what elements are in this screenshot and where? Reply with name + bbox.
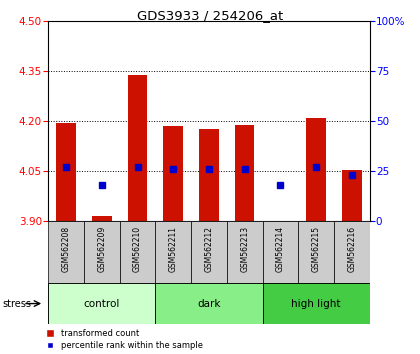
Text: GSM562214: GSM562214 [276, 226, 285, 272]
Text: GSM562208: GSM562208 [62, 226, 71, 272]
FancyBboxPatch shape [334, 221, 370, 283]
FancyBboxPatch shape [48, 283, 155, 324]
Bar [163, 126, 183, 221]
Text: GSM562211: GSM562211 [169, 226, 178, 272]
FancyBboxPatch shape [84, 221, 120, 283]
FancyBboxPatch shape [227, 221, 262, 283]
Text: GSM562210: GSM562210 [133, 226, 142, 272]
Bar [128, 75, 147, 221]
FancyBboxPatch shape [48, 221, 84, 283]
FancyBboxPatch shape [262, 221, 298, 283]
Text: high light: high light [291, 298, 341, 309]
FancyBboxPatch shape [155, 221, 191, 283]
Text: control: control [84, 298, 120, 309]
Text: GDS3933 / 254206_at: GDS3933 / 254206_at [137, 9, 283, 22]
Text: GSM562216: GSM562216 [347, 226, 356, 272]
Bar [56, 123, 76, 221]
Text: GSM562209: GSM562209 [97, 226, 106, 273]
FancyBboxPatch shape [191, 221, 227, 283]
Bar [92, 216, 112, 221]
Bar [306, 118, 326, 221]
Text: GSM562213: GSM562213 [240, 226, 249, 272]
Text: GSM562212: GSM562212 [205, 226, 213, 272]
Text: stress: stress [2, 298, 31, 309]
Bar [235, 125, 255, 221]
FancyBboxPatch shape [155, 283, 262, 324]
Bar [342, 170, 362, 221]
Text: GSM562215: GSM562215 [312, 226, 320, 272]
Bar [199, 129, 219, 221]
FancyBboxPatch shape [120, 221, 155, 283]
FancyBboxPatch shape [298, 221, 334, 283]
Text: dark: dark [197, 298, 220, 309]
Legend: transformed count, percentile rank within the sample: transformed count, percentile rank withi… [42, 329, 203, 350]
FancyBboxPatch shape [262, 283, 370, 324]
